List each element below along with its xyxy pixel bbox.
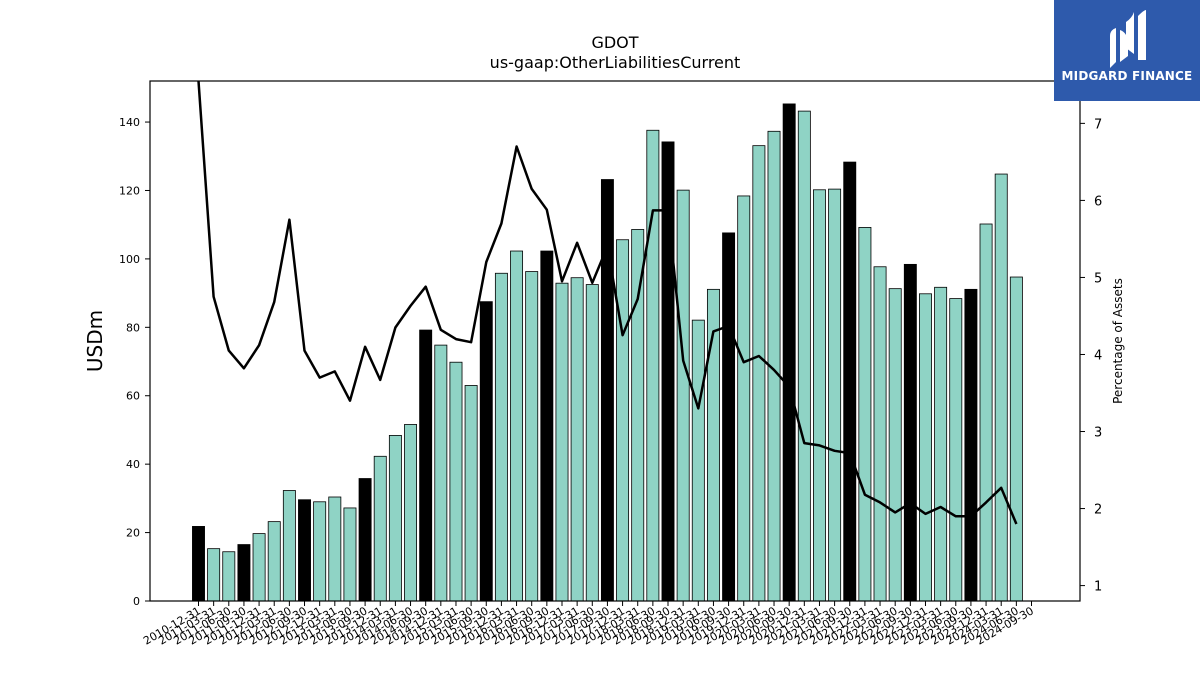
bar-2021-09-30 — [843, 161, 857, 602]
bar-2021-03-31 — [813, 189, 826, 602]
x-axis: 2010-12-312011-03-312011-06-302011-09-30… — [141, 601, 1036, 648]
bar-2015-03-31 — [449, 361, 463, 602]
bar-2011-03-31 — [207, 548, 221, 602]
bar-2023-12-31 — [979, 223, 993, 602]
y2-axis: 1 2 3 4 5 6 7 — [1080, 117, 1102, 595]
bar-2016-06-30 — [525, 271, 539, 602]
bar-2015-09-30 — [479, 301, 493, 602]
bar-2015-12-31 — [494, 272, 508, 602]
bar-2020-12-31 — [797, 110, 811, 602]
bar-2016-03-31 — [510, 250, 524, 602]
bar-2019-09-30 — [722, 232, 736, 602]
bar-2012-06-30 — [282, 490, 296, 602]
bar-2014-03-31 — [388, 435, 402, 602]
bar-2020-09-30 — [782, 103, 796, 602]
bar-2013-12-31 — [373, 455, 387, 602]
y-tick-label: 100 — [119, 253, 140, 266]
y2-tick-label: 6 — [1094, 194, 1102, 209]
y-tick-label: 0 — [133, 595, 140, 608]
y-axis: 0 20 40 60 80 100 120 140 — [119, 116, 150, 608]
y2-axis-label: Percentage of Assets — [1111, 278, 1125, 404]
plot-frame — [149, 80, 1081, 602]
bar-2017-03-31 — [570, 277, 584, 602]
bar-2011-09-30 — [237, 544, 251, 602]
line-series — [197, 80, 1018, 525]
bar-2017-06-30 — [585, 284, 599, 602]
bar-2015-06-30 — [464, 385, 478, 602]
bar-2019-03-31 — [691, 319, 705, 602]
y2-tick-label: 1 — [1094, 580, 1102, 595]
bar-2017-09-30 — [600, 179, 614, 602]
y-tick-label: 60 — [126, 390, 140, 403]
bar-2022-12-31 — [919, 293, 932, 602]
bar-2011-12-31 — [252, 533, 266, 602]
midgard-logo-icon — [1110, 10, 1146, 68]
chart-subtitle: us-gaap:OtherLiabilitiesCurrent — [490, 53, 741, 72]
bar-2012-12-31 — [313, 501, 327, 602]
bar-2013-06-30 — [343, 507, 357, 602]
bar-2018-03-31 — [631, 229, 645, 602]
bar-2023-03-31 — [934, 286, 948, 602]
bar-2013-09-30 — [358, 478, 372, 602]
y2-tick-label: 2 — [1094, 503, 1102, 518]
bar-2020-03-31 — [752, 145, 766, 602]
chart-title: GDOT — [591, 33, 638, 52]
bar-2023-09-30 — [964, 288, 978, 602]
bar-2022-06-30 — [888, 288, 902, 602]
y-tick-label: 120 — [119, 184, 140, 197]
bar-2024-06-30 — [1009, 276, 1023, 602]
y2-tick-label: 3 — [1094, 426, 1102, 441]
y-tick-label: 140 — [119, 116, 140, 129]
bar-2016-09-30 — [540, 250, 554, 602]
bar-2010-12-31 — [192, 526, 205, 602]
bar-2018-12-31 — [676, 189, 690, 602]
y-tick-label: 80 — [126, 321, 140, 334]
bar-series — [192, 103, 1023, 602]
bar-2018-06-30 — [646, 129, 660, 602]
bar-2024-03-31 — [994, 173, 1008, 602]
bar-2021-12-31 — [858, 227, 872, 602]
bar-2023-06-30 — [949, 298, 963, 602]
bar-2011-06-30 — [222, 551, 236, 602]
logo-banner: MIDGARD FINANCE — [1054, 0, 1200, 101]
bar-2014-09-30 — [419, 329, 433, 602]
bar-2014-12-31 — [434, 344, 448, 602]
bar-2022-09-30 — [903, 263, 917, 602]
bar-2016-12-31 — [555, 282, 569, 602]
percentage-of-assets-line — [197, 80, 1018, 525]
bar-2012-03-31 — [267, 521, 281, 602]
bar-2022-03-31 — [873, 266, 887, 602]
y-tick-label: 40 — [126, 458, 140, 471]
y2-tick-label: 7 — [1094, 117, 1102, 132]
bar-2017-12-31 — [616, 239, 630, 602]
bar-2021-06-30 — [828, 188, 842, 602]
y2-tick-label: 5 — [1094, 271, 1102, 286]
logo-text: MIDGARD FINANCE — [1061, 69, 1193, 83]
y-axis-label: USDm — [83, 310, 107, 372]
y-tick-label: 20 — [126, 527, 140, 540]
bar-2013-03-31 — [328, 496, 342, 602]
bar-2012-09-30 — [298, 499, 311, 602]
bar-2014-06-30 — [404, 424, 417, 602]
bar-2019-12-31 — [737, 195, 751, 602]
y2-tick-label: 4 — [1094, 348, 1102, 363]
